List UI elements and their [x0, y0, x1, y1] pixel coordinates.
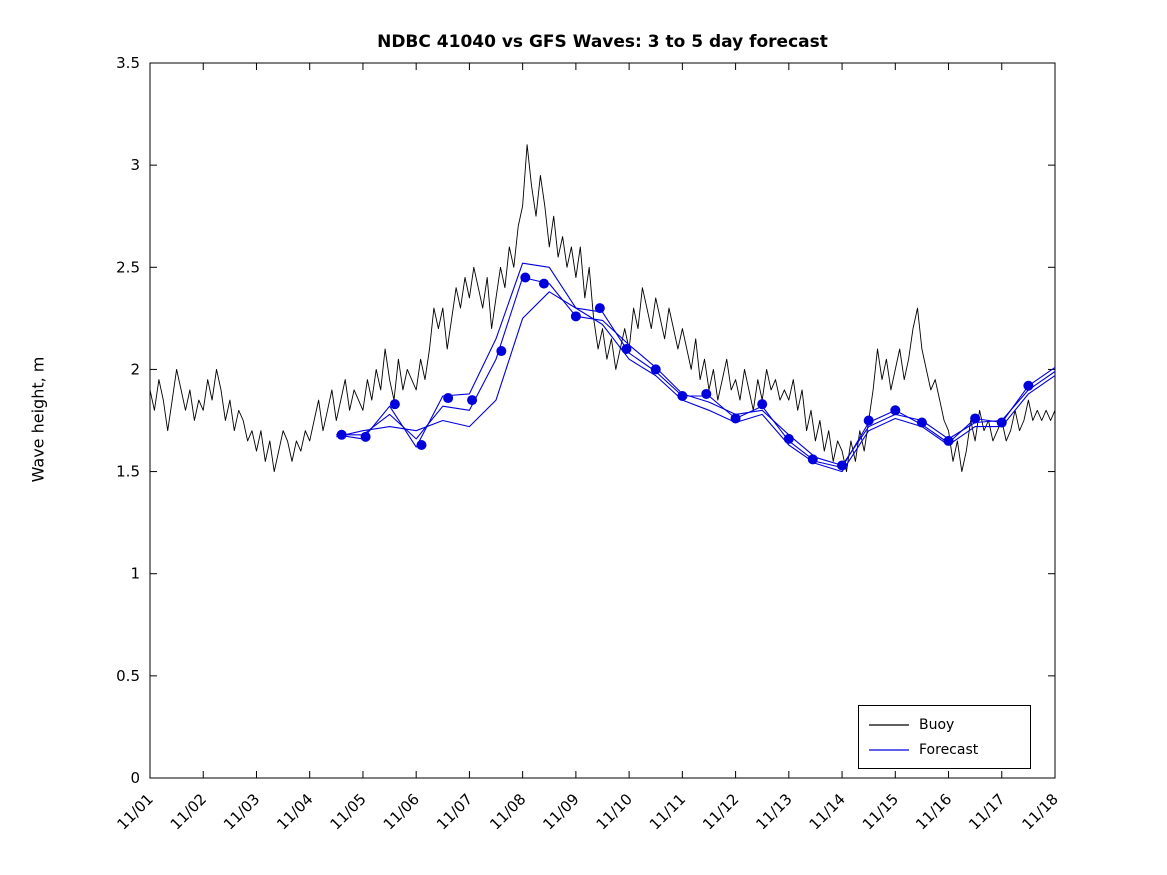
forecast-marker — [360, 431, 371, 442]
forecast-marker — [496, 346, 507, 357]
x-tick-label: 11/13 — [752, 790, 795, 833]
forecast-marker — [570, 311, 581, 322]
buoy-line-swatch — [869, 723, 909, 726]
y-tick-label: 1 — [130, 565, 140, 583]
x-tick-label: 11/02 — [167, 790, 210, 833]
x-tick-label: 11/17 — [965, 790, 1008, 833]
forecast-marker — [807, 454, 818, 465]
forecast-marker — [837, 460, 848, 471]
forecast-3day-line — [336, 262, 1056, 469]
axes-box — [149, 62, 1056, 779]
forecast-marker — [996, 417, 1007, 428]
forecast-marker — [520, 272, 531, 283]
x-tick-label: 11/06 — [380, 790, 423, 833]
legend-label-buoy: Buoy — [919, 716, 955, 733]
x-tick-label: 11/04 — [273, 790, 316, 833]
x-tick-label: 11/01 — [114, 790, 157, 833]
forecast-marker — [970, 413, 981, 424]
y-tick-label: 0.5 — [116, 667, 140, 685]
forecast-marker — [890, 405, 901, 416]
y-tick-label: 2 — [130, 360, 140, 378]
x-tick-label: 11/10 — [593, 790, 636, 833]
x-tick-label: 11/12 — [699, 790, 742, 833]
x-tick-label: 11/05 — [326, 790, 369, 833]
legend-entry-forecast: Forecast — [869, 737, 1020, 762]
x-tick-label: 11/15 — [859, 790, 902, 833]
y-tick-label: 3.5 — [116, 54, 140, 72]
forecast-marker — [677, 390, 688, 401]
forecast-marker — [783, 433, 794, 444]
forecast-4day-line — [336, 276, 1056, 466]
forecast-marker — [916, 417, 927, 428]
x-tick-label: 11/03 — [220, 790, 263, 833]
forecast-5day-line — [336, 291, 1056, 473]
forecast-marker — [757, 399, 768, 410]
forecast-line-swatch — [869, 748, 909, 751]
forecast-marker — [730, 413, 741, 424]
forecast-marker — [1023, 380, 1034, 391]
forecast-marker — [443, 393, 454, 404]
y-tick-label: 0 — [130, 769, 140, 787]
forecast-marker — [863, 415, 874, 426]
forecast-marker — [389, 399, 400, 410]
chart-title: NDBC 41040 vs GFS Waves: 3 to 5 day fore… — [377, 32, 828, 52]
y-tick-label: 3 — [130, 156, 140, 174]
x-tick-label: 11/09 — [539, 790, 582, 833]
y-tick-label: 2.5 — [116, 258, 140, 276]
forecast-marker — [594, 303, 605, 314]
forecast-marker — [336, 429, 347, 440]
x-tick-label: 11/14 — [806, 790, 849, 833]
forecast-marker — [701, 388, 712, 399]
x-tick-label: 11/08 — [486, 790, 529, 833]
x-tick-label: 11/11 — [646, 790, 689, 833]
legend-label-forecast: Forecast — [919, 741, 979, 758]
x-tick-label: 11/18 — [1019, 790, 1062, 833]
forecast-marker — [943, 435, 954, 446]
x-tick-label: 11/07 — [433, 790, 476, 833]
legend-box: Buoy Forecast — [858, 705, 1031, 769]
forecast-marker — [416, 440, 427, 451]
forecast-marker — [621, 344, 632, 354]
legend-entry-buoy: Buoy — [869, 712, 1020, 737]
buoy-series-line — [149, 144, 1056, 473]
forecast-marker — [650, 364, 661, 375]
forecast-marker — [538, 278, 549, 289]
forecast-marker — [467, 395, 478, 406]
y-tick-label: 1.5 — [116, 463, 140, 481]
x-tick-label: 11/16 — [912, 790, 955, 833]
